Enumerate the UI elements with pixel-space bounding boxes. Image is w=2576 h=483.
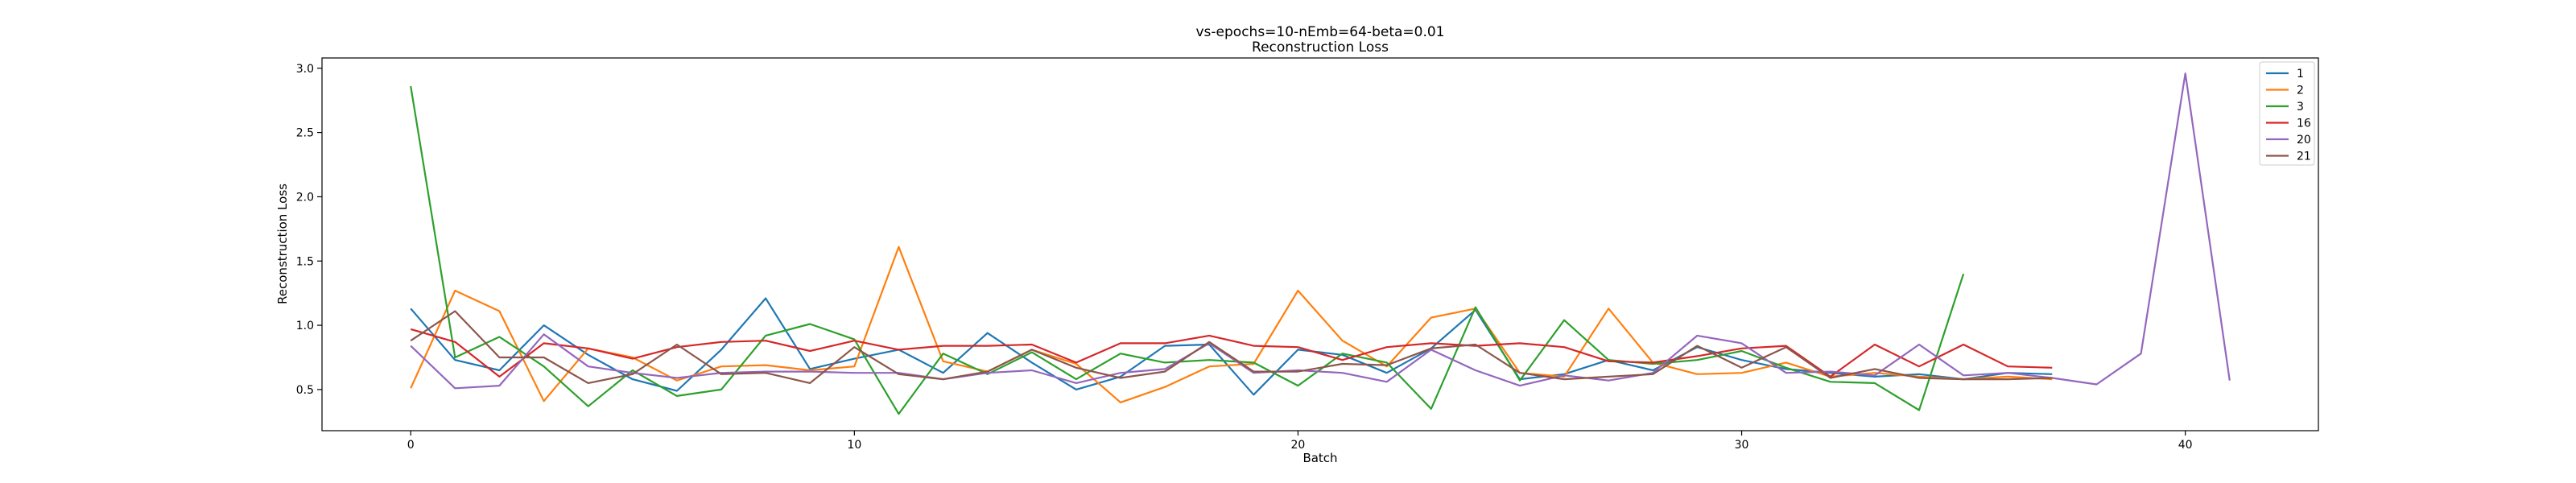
legend-label: 2 <box>2297 85 2304 97</box>
y-tick-label: 0.5 <box>296 384 314 397</box>
x-tick-label: 40 <box>2178 439 2193 452</box>
legend-label: 1 <box>2297 68 2304 80</box>
x-tick-label: 10 <box>847 439 861 452</box>
series-line-20 <box>410 72 2231 390</box>
y-tick-label: 3.0 <box>296 63 314 76</box>
legend-label: 16 <box>2297 118 2311 130</box>
x-tick-label: 20 <box>1291 439 1306 452</box>
series-line-3 <box>410 85 1965 415</box>
x-tick-label: 30 <box>1735 439 1749 452</box>
series-line-1 <box>410 297 2053 396</box>
series-line-21 <box>410 310 2053 384</box>
y-tick-label: 2.0 <box>296 191 314 204</box>
y-tick-label: 2.5 <box>296 127 314 140</box>
chart-subtitle: Reconstruction Loss <box>1252 39 1389 56</box>
y-axis-label: Reconstruction Loss <box>275 184 290 304</box>
series-line-2 <box>410 246 2053 403</box>
x-tick-label: 0 <box>407 439 415 452</box>
x-axis-label: Batch <box>1302 451 1337 465</box>
legend-label: 3 <box>2297 101 2304 114</box>
chart-title: vs-epochs=10-nEmb=64-beta=0.01 <box>1196 24 1445 40</box>
plot-frame <box>321 57 2319 431</box>
legend: 1 2 3 16 20 21 <box>2259 61 2315 166</box>
series-line-16 <box>410 328 2053 378</box>
y-tick-label: 1.5 <box>296 255 314 268</box>
legend-label: 20 <box>2297 134 2311 147</box>
y-tick-label: 1.0 <box>296 320 314 332</box>
y-axis-ticks: 0.5 1.0 1.5 2.0 2.5 3.0 <box>296 63 322 397</box>
x-axis-ticks: 0 10 20 30 40 <box>407 431 2193 452</box>
series-group <box>410 72 2231 415</box>
legend-label: 21 <box>2297 151 2311 163</box>
